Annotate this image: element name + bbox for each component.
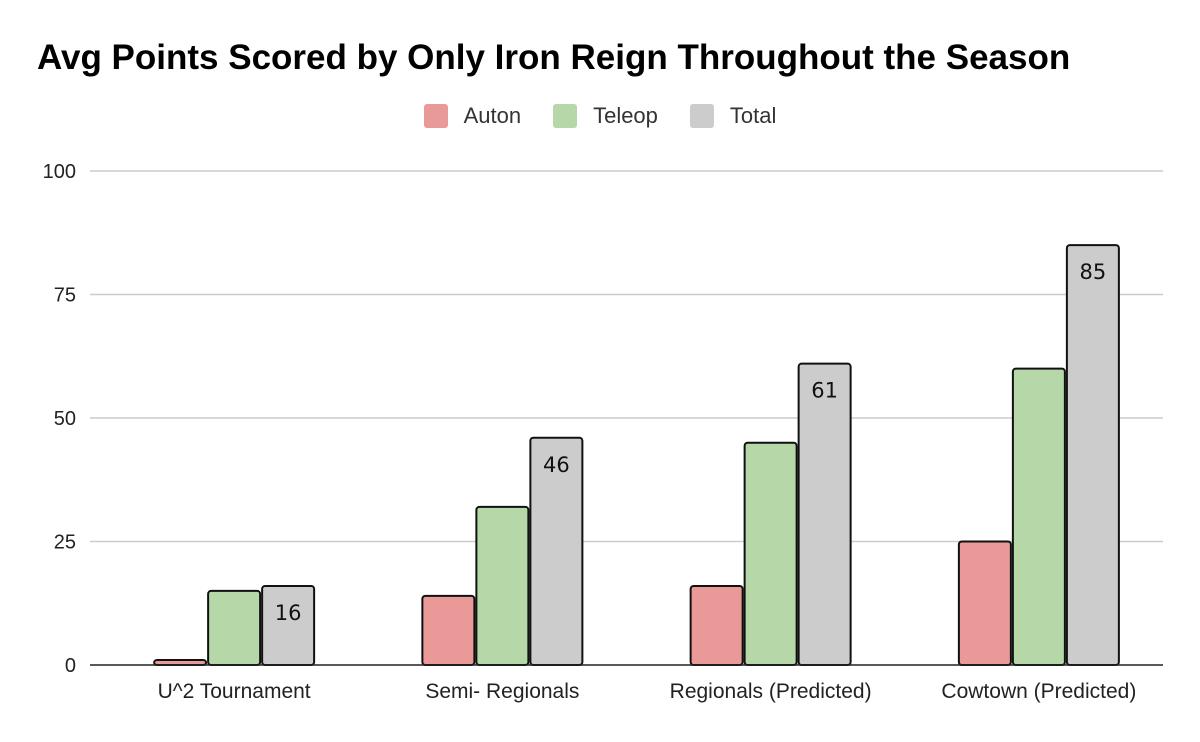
legend-item-total: Total (689, 103, 777, 129)
bar-teleop-0 (207, 589, 262, 667)
y-tick-label-75: 75 (54, 285, 76, 307)
legend-item-auton: Auton (423, 103, 522, 129)
data-label-total-1: 46 (543, 453, 570, 477)
legend-label-total: Total (729, 103, 777, 128)
bar-total-3 (1065, 244, 1120, 666)
x-category-label-0: U^2 Tournament (158, 680, 311, 703)
bar-total-0 (261, 584, 316, 667)
bar-teleop-1 (475, 505, 530, 667)
x-category-label-1: Semi- Regionals (425, 680, 579, 703)
bar-auton-2 (689, 584, 744, 667)
bar-teleop-2 (743, 441, 798, 667)
x-category-label-2: Regionals (Predicted) (670, 680, 872, 703)
bar-teleop-3 (1011, 367, 1066, 666)
chart-legend: Auton Teleop Total (0, 103, 1200, 129)
chart-title: Avg Points Scored by Only Iron Reign Thr… (37, 38, 1071, 77)
data-label-total-3: 85 (1080, 260, 1107, 284)
y-tick-label-50: 50 (54, 408, 76, 430)
y-tick-label-25: 25 (54, 532, 76, 554)
legend-item-teleop: Teleop (553, 103, 658, 129)
legend-label-auton: Auton (463, 103, 522, 128)
bar-auton-1 (421, 594, 476, 667)
legend-swatch-total (689, 104, 714, 128)
y-tick-label-0: 0 (65, 655, 76, 677)
data-label-total-0: 16 (275, 601, 302, 625)
legend-label-teleop: Teleop (593, 103, 658, 128)
data-label-total-2: 61 (811, 379, 838, 403)
legend-swatch-auton (423, 104, 448, 128)
bar-auton-3 (957, 540, 1012, 666)
x-category-label-3: Cowtown (Predicted) (941, 680, 1136, 703)
y-tick-label-100: 100 (43, 161, 76, 183)
legend-swatch-teleop (553, 104, 578, 128)
bar-total-2 (797, 362, 852, 666)
